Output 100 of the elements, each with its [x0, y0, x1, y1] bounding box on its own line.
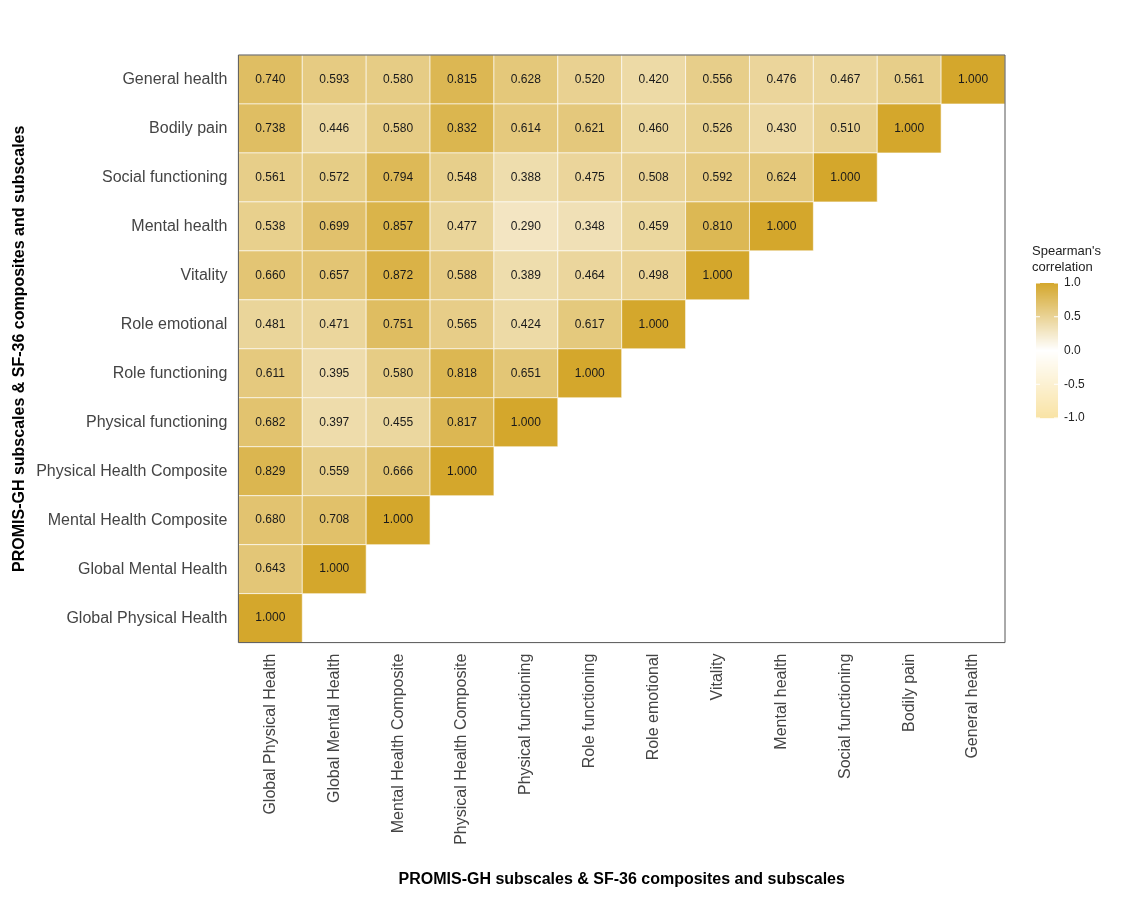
x-tick-label: Vitality: [707, 653, 725, 701]
y-tick-label: Physical functioning: [85, 412, 228, 430]
data-label: 0.477: [446, 218, 478, 233]
data-label: 0.815: [446, 71, 478, 86]
data-label: 0.660: [255, 267, 286, 282]
data-label: 0.348: [574, 218, 606, 233]
data-label: 0.548: [446, 169, 478, 184]
data-label: 0.617: [574, 316, 606, 331]
data-label: 0.628: [510, 71, 542, 86]
data-label: 0.708: [319, 512, 350, 527]
data-label: 0.464: [574, 267, 606, 282]
data-label: 0.498: [638, 267, 669, 282]
data-label: 1.000: [958, 71, 989, 86]
data-label: 0.682: [255, 414, 286, 429]
color-bar-title: Spearman's correlation: [1032, 243, 1102, 274]
data-label: 0.832: [446, 120, 478, 135]
data-label: 0.611: [255, 365, 286, 380]
y-tick-label: Physical Health Composite: [36, 461, 228, 479]
x-tick-label: Bodily pain: [899, 653, 917, 732]
data-label: 0.420: [638, 71, 669, 86]
data-label: 0.624: [766, 169, 797, 184]
y-tick-label: General health: [122, 69, 228, 87]
x-tick-label: General health: [963, 653, 981, 759]
y-tick-label: Vitality: [180, 265, 228, 283]
x-tick-label: Mental health: [771, 653, 789, 750]
data-label: 0.592: [702, 169, 733, 184]
data-label: 0.481: [255, 316, 286, 331]
data-label: 0.290: [510, 218, 542, 233]
data-label: 0.872: [383, 267, 414, 282]
data-label: 0.666: [383, 463, 414, 478]
data-label: 0.621: [574, 120, 606, 135]
data-label: 0.430: [766, 120, 797, 135]
y-tick-label: Mental Health Composite: [47, 510, 228, 528]
y-tick-label: Global Mental Health: [77, 559, 228, 577]
data-label: 0.580: [383, 120, 414, 135]
data-label: 0.538: [255, 218, 286, 233]
data-label: 0.455: [383, 414, 414, 429]
data-label: 0.651: [510, 365, 542, 380]
data-label: 1.000: [255, 610, 286, 625]
data-label: 0.657: [319, 267, 350, 282]
data-label: 0.389: [510, 267, 542, 282]
color-bar-label: -1.0: [1064, 410, 1085, 425]
data-label: 0.561: [255, 169, 286, 184]
data-label: 0.476: [766, 71, 797, 86]
data-label: 1.000: [894, 120, 925, 135]
data-label: 0.526: [702, 120, 733, 135]
y-tick-label: Social functioning: [101, 167, 228, 185]
data-label: 0.593: [319, 71, 350, 86]
data-label: 0.559: [319, 463, 350, 478]
data-label: 1.000: [510, 414, 542, 429]
data-label: 0.424: [510, 316, 542, 331]
y-tick-label: Bodily pain: [149, 118, 228, 136]
data-label: 0.810: [702, 218, 733, 233]
data-label: 0.475: [574, 169, 606, 184]
data-label: 0.738: [255, 120, 286, 135]
data-label: 1.000: [319, 561, 350, 576]
x-tick-label: Physical functioning: [516, 653, 534, 796]
data-label: 0.397: [319, 414, 350, 429]
data-label: 0.446: [319, 120, 350, 135]
data-label: 0.508: [638, 169, 669, 184]
x-tick-label: Role functioning: [580, 653, 598, 769]
color-bar-label: 0.0: [1064, 342, 1082, 357]
data-label: 1.000: [638, 316, 669, 331]
data-label: 0.467: [830, 71, 861, 86]
data-label: 0.614: [510, 120, 542, 135]
x-tick-label: Global Mental Health: [324, 653, 342, 804]
x-tick-label: Mental Health Composite: [388, 653, 406, 834]
data-label: 0.460: [638, 120, 669, 135]
data-label: 0.572: [319, 169, 350, 184]
data-label: 0.740: [255, 71, 286, 86]
data-label: 0.699: [319, 218, 350, 233]
data-label: 0.556: [702, 71, 733, 86]
data-label: 0.751: [383, 316, 414, 331]
data-label: 0.561: [894, 71, 925, 86]
data-label: 0.817: [446, 414, 478, 429]
data-label: 0.588: [446, 267, 478, 282]
data-label: 0.471: [319, 316, 350, 331]
x-tick-label: Physical Health Composite: [452, 653, 470, 845]
data-label: 0.680: [255, 512, 286, 527]
data-label: 1.000: [446, 463, 478, 478]
data-label: 1.000: [574, 365, 606, 380]
color-bar-label: -0.5: [1064, 376, 1085, 391]
data-label: 0.818: [446, 365, 478, 380]
data-label: 0.829: [255, 463, 286, 478]
data-label: 1.000: [766, 218, 797, 233]
x-tick-label: Social functioning: [835, 653, 853, 780]
y-tick-label: Mental health: [131, 216, 228, 234]
data-label: 0.580: [383, 71, 414, 86]
data-label: 0.643: [255, 561, 286, 576]
x-tick-label: Role emotional: [644, 653, 662, 761]
data-label: 0.510: [830, 120, 861, 135]
y-tick-label: Role functioning: [112, 363, 228, 381]
data-label: 0.459: [638, 218, 669, 233]
data-label: 1.000: [830, 169, 861, 184]
data-label: 0.395: [319, 365, 350, 380]
data-label: 1.000: [383, 512, 414, 527]
y-tick-label: Role emotional: [120, 314, 228, 332]
data-label: 0.857: [383, 218, 414, 233]
data-label: 0.565: [446, 316, 478, 331]
data-label: 0.520: [574, 71, 606, 86]
